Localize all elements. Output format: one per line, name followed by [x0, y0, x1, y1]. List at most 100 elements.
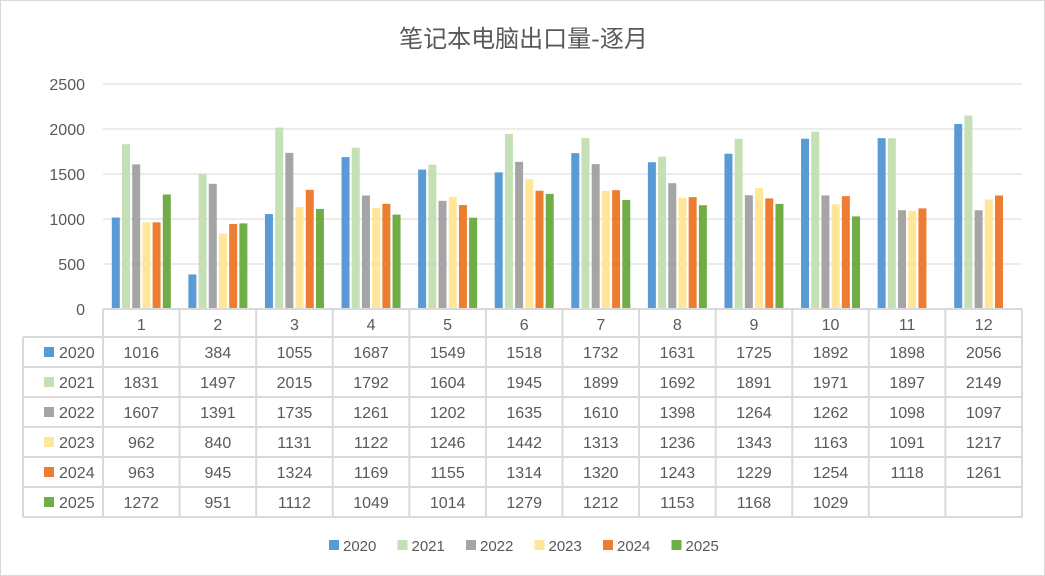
bar-2023-11 [908, 210, 917, 309]
legend-label: 2022 [480, 538, 513, 555]
data-label: 1262 [813, 405, 849, 422]
legend-key-2020 [329, 540, 339, 550]
data-label: 963 [128, 465, 155, 482]
bar-2023-9 [755, 188, 764, 309]
table-legend-key-2023 [44, 437, 54, 447]
bar-2021-5 [428, 164, 437, 309]
table-legend-key-2022 [44, 407, 54, 417]
bar-2023-8 [678, 197, 687, 309]
bar-2021-8 [658, 156, 667, 309]
data-label: 1725 [736, 345, 772, 362]
data-label: 1131 [277, 435, 312, 452]
data-label: 1831 [123, 375, 159, 392]
bar-2025-6 [545, 193, 554, 309]
x-tick-label: 9 [750, 317, 759, 334]
bar-2023-7 [601, 190, 610, 309]
legend-label: 2021 [412, 538, 445, 555]
table-series-label: 2020 [59, 345, 95, 362]
data-label: 1732 [583, 345, 619, 362]
bar-2022-12 [974, 210, 983, 309]
data-label: 1202 [430, 405, 466, 422]
bar-2020-3 [264, 214, 273, 309]
bar-2025-4 [392, 214, 401, 309]
data-label: 1097 [966, 405, 1002, 422]
data-label: 1168 [737, 495, 772, 512]
bar-2020-9 [724, 153, 733, 309]
data-label: 1945 [506, 375, 542, 392]
data-label: 1246 [430, 435, 466, 452]
bar-2022-3 [285, 152, 294, 309]
bar-2021-12 [964, 115, 973, 309]
legend-label: 2025 [686, 538, 719, 555]
bar-2022-7 [591, 164, 600, 309]
table-legend-key-2020 [44, 347, 54, 357]
data-label: 1692 [660, 375, 696, 392]
table-series-label: 2024 [59, 465, 95, 482]
bar-2020-8 [647, 162, 656, 309]
bar-2021-11 [887, 138, 896, 309]
bar-2021-9 [734, 138, 743, 309]
bar-2022-5 [438, 200, 447, 309]
data-label: 1497 [200, 375, 236, 392]
data-label: 1261 [966, 465, 1002, 482]
y-tick-label: 1000 [49, 212, 85, 229]
legend-label: 2023 [549, 538, 582, 555]
data-label: 1212 [583, 495, 619, 512]
data-label: 1391 [200, 405, 236, 422]
data-label: 1264 [736, 405, 772, 422]
table-series-label: 2025 [59, 495, 95, 512]
data-label: 1610 [583, 405, 619, 422]
bar-2024-7 [612, 190, 621, 309]
bar-2024-12 [995, 195, 1004, 309]
legend-key-2021 [397, 540, 408, 550]
bar-2021-7 [581, 138, 590, 309]
data-label: 1155 [430, 465, 465, 482]
bar-2022-11 [898, 210, 907, 309]
data-label: 1261 [353, 405, 389, 422]
bar-2023-4 [372, 208, 381, 309]
data-label: 1091 [889, 435, 925, 452]
x-tick-label: 12 [975, 317, 993, 334]
data-label: 1169 [354, 465, 389, 482]
data-label: 2149 [966, 375, 1002, 392]
bar-2020-4 [341, 157, 350, 309]
x-tick-label: 8 [673, 317, 682, 334]
data-label: 1098 [889, 405, 925, 422]
bar-2022-10 [821, 195, 830, 309]
data-label: 1892 [813, 345, 849, 362]
bar-2023-6 [525, 179, 534, 309]
data-label: 1549 [430, 345, 466, 362]
data-label: 1442 [506, 435, 542, 452]
bar-2020-11 [877, 138, 886, 309]
data-label: 1217 [966, 435, 1002, 452]
data-label: 1343 [736, 435, 772, 452]
data-label: 1049 [353, 495, 389, 512]
data-label: 1014 [430, 495, 466, 512]
data-label: 1971 [813, 375, 849, 392]
bar-2022-9 [744, 195, 753, 309]
bar-2022-6 [515, 161, 524, 309]
data-label: 1398 [660, 405, 696, 422]
data-label: 1899 [583, 375, 619, 392]
legend-label: 2020 [343, 538, 376, 555]
data-label: 1118 [891, 465, 924, 482]
bar-2024-10 [841, 196, 850, 309]
data-label: 951 [205, 495, 232, 512]
bar-2024-3 [305, 189, 314, 309]
bar-2021-3 [275, 127, 284, 310]
bar-2022-8 [668, 183, 677, 309]
data-label: 1891 [736, 375, 772, 392]
data-label: 1607 [123, 405, 159, 422]
bar-2020-12 [954, 123, 963, 310]
chart-title: 笔记本电脑出口量-逐月 [399, 25, 648, 53]
x-tick-label: 4 [367, 317, 376, 334]
bar-2020-6 [494, 172, 503, 309]
bar-2023-2 [218, 233, 227, 309]
bar-2024-5 [458, 205, 467, 309]
data-label: 1055 [277, 345, 313, 362]
data-label: 1229 [736, 465, 772, 482]
data-label: 1324 [277, 465, 313, 482]
data-label: 1518 [506, 345, 542, 362]
bar-2020-5 [418, 169, 427, 309]
